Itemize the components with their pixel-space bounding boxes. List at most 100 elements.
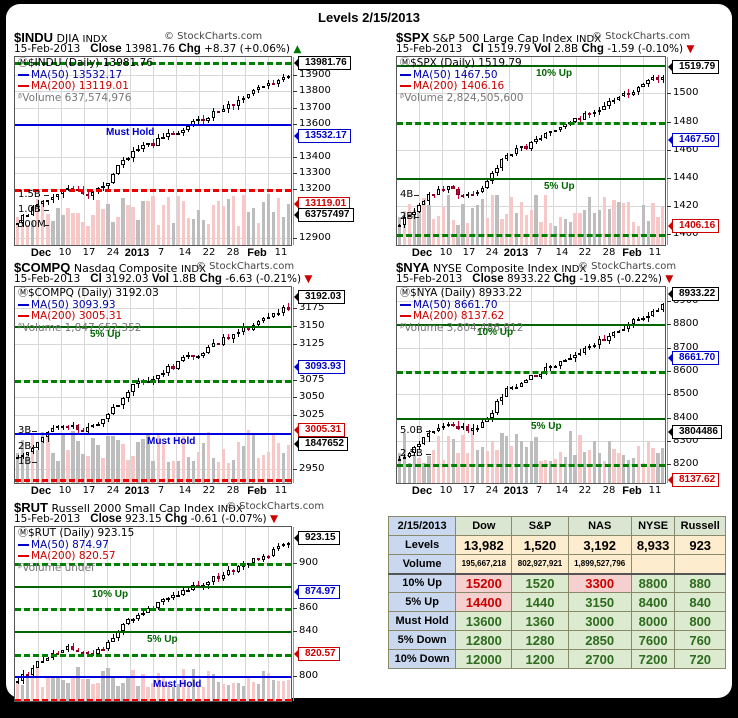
volume-bar [176, 195, 180, 245]
candle-body [607, 336, 611, 341]
candle-body [101, 419, 105, 425]
candlestick-icon: Ⓜ [400, 58, 410, 69]
quote-chg-label: Chg [178, 43, 201, 55]
candle-body [470, 427, 475, 432]
candle-body [35, 203, 40, 207]
candle-body [25, 673, 30, 676]
volume-bar [256, 458, 261, 483]
candle-body [281, 543, 286, 546]
volume-bar [446, 435, 450, 483]
levels-cell: 8400 [630, 592, 676, 612]
legend-volume-text: Volume 2,824,505,600 [404, 91, 524, 104]
volume-bar [161, 676, 165, 701]
volume-bar [191, 461, 196, 483]
chart-index-tag: INDX [576, 34, 602, 45]
quote-direction-down-icon: ▼ [269, 513, 279, 525]
volume-bar [631, 457, 636, 483]
level-line [397, 178, 665, 180]
y-axis-tick-mark [667, 464, 671, 466]
vertical-gridline [509, 287, 510, 483]
candle-body [86, 651, 90, 654]
volume-bar [558, 451, 563, 483]
volume-bar [201, 442, 206, 483]
candle-body [216, 111, 220, 114]
volume-bar [171, 687, 175, 701]
y-axis-tick-mark [667, 417, 671, 419]
candle-body [256, 558, 261, 561]
price-plot-spx[interactable]: 10% Up 5% Up 4B 2B Ⓜ$SPX (Daily) 1519.79 MA(5… [396, 56, 666, 246]
legend-title-text: $SPX (Daily) 1519.79 [410, 57, 522, 69]
legend-title: Ⓜ$SPX (Daily) 1519.79 [400, 57, 523, 70]
candle-body [236, 566, 240, 573]
volume-bar [456, 452, 460, 483]
volume-bar [471, 430, 475, 483]
price-plot-rut[interactable]: 10% Up 5% Up Must Hold Ⓜ$RUT (Daily) 923.15… [14, 526, 292, 702]
candle-body [261, 85, 266, 88]
legend-ma50-text: MA(50) 874.97 [31, 538, 109, 551]
levels-row: 10% Down 12000 1200 2700 7200 720 [387, 649, 726, 669]
volume-bar [41, 200, 45, 245]
volume-bar [451, 220, 455, 245]
volume-bar [500, 432, 504, 483]
price-plot-indu[interactable]: Must Hold 1.5B 1.0B 500M Ⓜ$INDU (Daily) 1398… [14, 56, 292, 246]
level-line [15, 631, 291, 633]
volume-bar [436, 436, 441, 483]
candle-body [558, 361, 562, 366]
candle-body [461, 426, 465, 429]
legend-ma50-text: MA(50) 13532.17 [31, 68, 123, 81]
candle-body [266, 316, 271, 319]
volume-bar [151, 683, 155, 701]
candle-body [470, 193, 475, 196]
levels-cell: 2700 [567, 649, 632, 669]
volume-bar [16, 453, 20, 483]
candle-body [592, 112, 596, 115]
candle-body [427, 194, 431, 202]
volume-bar [407, 463, 411, 483]
y-axis-tick-mark [293, 238, 297, 240]
chart-panel-indu[interactable]: $INDU DJIA INDX © StockCharts.com 15-Feb-2… [14, 30, 354, 262]
candle-wick [78, 185, 79, 191]
quote-vol-label: Vol [151, 273, 169, 285]
volume-bar [485, 451, 489, 483]
chart-panel-compq[interactable]: $COMPQ Nasdaq Composite INDX © StockChart… [14, 260, 354, 500]
legend-ma50-text: MA(50) 8661.70 [413, 298, 498, 311]
legend-ma200-text: MA(200) 8137.62 [413, 310, 505, 322]
volume-axis-tick [32, 431, 37, 433]
candle-body [529, 142, 533, 149]
candle-body [519, 382, 523, 387]
volume-bar [461, 203, 465, 245]
chart-panel-spx[interactable]: $SPX S&P 500 Large Cap Index INDX © Stock… [396, 30, 724, 262]
candle-body [485, 180, 489, 189]
price-plot-nya[interactable]: 10% Up 5% Up 5.0B 2.5B Ⓜ$NYA (Daily) 8933.22… [396, 286, 666, 484]
volume-bar [544, 460, 548, 483]
chart-panel-nya[interactable]: $NYA NYSE Composite Index INDX © StockCha… [396, 260, 724, 500]
price-plot-compq[interactable]: 5% Up Must Hold 3B 2B 1B Ⓜ$COMPQ (Daily) 3192… [14, 286, 292, 484]
chart-panel-rut[interactable]: $RUT Russell 2000 Small Cap Index INDX © … [14, 500, 354, 718]
x-axis-indu: Dec 10 17 24 2013 7 14 22 28 Feb 11 [14, 247, 292, 261]
candle-body [621, 93, 626, 97]
candlestick-icon: Ⓜ [400, 288, 410, 299]
volume-bar [281, 217, 286, 245]
candle-body [441, 425, 445, 428]
volume-bar [246, 430, 251, 483]
candle-body [276, 545, 281, 549]
horizontal-gridline [15, 108, 291, 109]
volume-bar [231, 460, 236, 483]
candle-wick [516, 384, 517, 389]
candle-body [131, 151, 135, 159]
candle-body [40, 201, 45, 204]
candle-body [221, 108, 225, 113]
vertical-gridline [553, 287, 554, 483]
price-tag-blue: 874.97 [294, 585, 340, 600]
quote-vol-label: Vol [533, 43, 551, 55]
level-label: 5% Up [544, 180, 575, 192]
vertical-gridline [531, 287, 532, 483]
volume-bar [236, 682, 241, 701]
candle-body [176, 132, 180, 135]
level-line [15, 654, 291, 657]
volume-bar [602, 460, 606, 483]
chart-index-tag: INDX [82, 34, 108, 45]
y-axis-tick-mark [293, 156, 297, 158]
price-tag-red: 8137.62 [667, 472, 720, 487]
ma50-swatch-icon [18, 303, 29, 306]
